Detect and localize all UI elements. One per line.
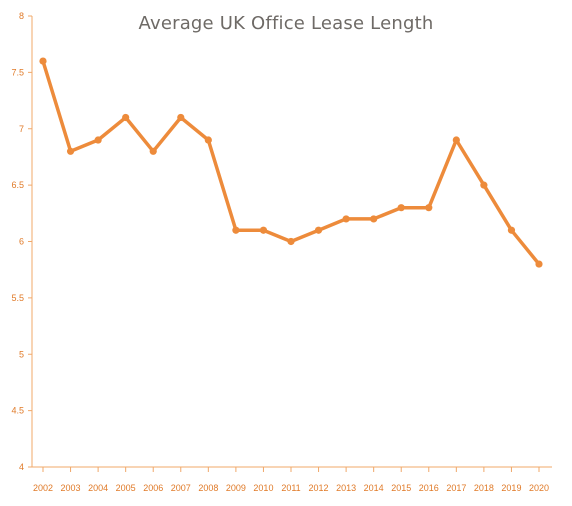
- data-point: [507, 226, 516, 234]
- y-tick-label: 7: [19, 124, 24, 134]
- data-point: [149, 147, 157, 155]
- y-tick-label: 6: [19, 237, 24, 247]
- x-tick-label: 2002: [33, 483, 53, 493]
- x-tick-label: 2003: [61, 483, 81, 493]
- x-tick-label: 2011: [281, 483, 300, 493]
- y-tick-label: 5: [19, 349, 24, 359]
- y-tick-label: 4: [19, 462, 24, 472]
- data-point: [535, 260, 543, 268]
- x-tick-label: 2015: [391, 483, 411, 493]
- x-tick-label: 2014: [364, 483, 384, 493]
- x-axis: 2002 2003 2004 2005 2006 2007 2008 2009 2010 2011…: [32, 466, 552, 493]
- data-point: [425, 204, 433, 212]
- data-point: [480, 181, 488, 189]
- data-point: [287, 237, 295, 246]
- data-point: [342, 215, 350, 223]
- x-tick-label: 2008: [198, 483, 218, 493]
- data-point: [314, 226, 323, 234]
- x-tick-label: 2016: [419, 483, 439, 493]
- x-tick-label: 2017: [446, 483, 466, 493]
- x-tick-label: 2005: [116, 483, 136, 493]
- x-tick-label: 2018: [474, 483, 494, 493]
- data-point: [204, 136, 212, 144]
- chart-title: Average UK Office Lease Length: [139, 13, 434, 34]
- x-tick-label: 2010: [253, 483, 273, 493]
- data-point: [39, 57, 47, 65]
- data-point: [94, 136, 102, 144]
- y-tick-label: 4.5: [11, 406, 24, 416]
- series-group: [39, 57, 543, 268]
- x-tick-label: 2004: [88, 483, 108, 493]
- data-point: [177, 113, 185, 122]
- x-tick-label: 2019: [501, 483, 521, 493]
- y-tick-label: 5.5: [11, 293, 24, 303]
- y-tick-label: 8: [19, 11, 24, 21]
- data-point: [397, 204, 405, 212]
- x-tick-label: 2013: [336, 483, 356, 493]
- x-tick-label: 2012: [309, 483, 329, 493]
- x-tick-label: 2020: [529, 483, 549, 493]
- data-point: [259, 226, 268, 234]
- x-tick-label: 2007: [171, 483, 191, 493]
- x-tick-label: 2009: [226, 483, 246, 493]
- data-point: [370, 215, 378, 223]
- y-axis: 4 4.5 5 5.5 6 6.5 7 7.5 8: [11, 11, 33, 472]
- data-point: [232, 226, 240, 234]
- series-line: [41, 59, 541, 266]
- x-tick-label: 2006: [143, 483, 163, 493]
- data-point: [452, 136, 460, 144]
- y-tick-label: 6.5: [11, 180, 24, 190]
- y-tick-label: 7.5: [11, 67, 24, 77]
- data-point: [66, 147, 75, 155]
- data-point: [122, 113, 130, 122]
